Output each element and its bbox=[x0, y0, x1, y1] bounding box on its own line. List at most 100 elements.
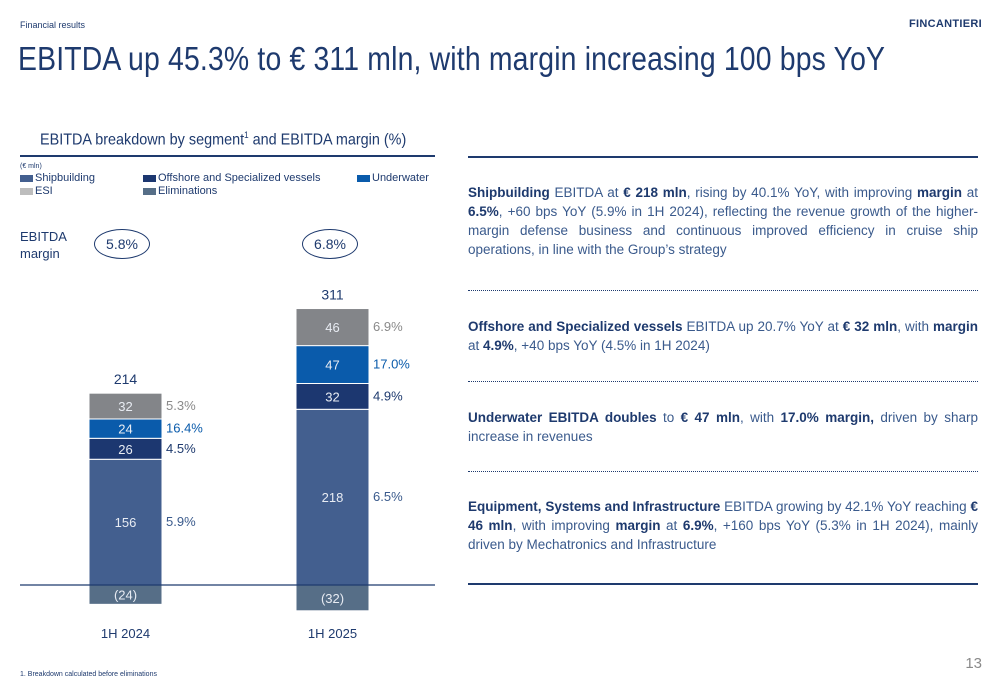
commentary-bottom-rule bbox=[468, 583, 978, 585]
legend-swatch bbox=[143, 187, 156, 195]
highlight-text: Offshore and Specialized vessels bbox=[468, 319, 683, 334]
highlight-text: margin bbox=[932, 319, 978, 334]
segment-margin-label: 16.4% bbox=[166, 421, 203, 436]
commentary-esi: Equipment, Systems and Infrastructure EB… bbox=[468, 497, 978, 554]
legend-label: Underwater bbox=[372, 172, 429, 184]
ebitda-margin-label: EBITDA margin bbox=[20, 228, 80, 262]
commentary-divider bbox=[468, 471, 978, 472]
highlight-text: margin bbox=[615, 518, 661, 533]
segment-margin-label: 17.0% bbox=[373, 357, 410, 372]
bar-total-label: 214 bbox=[114, 371, 138, 387]
legend-label: Eliminations bbox=[158, 185, 218, 197]
segment-margin-label: 6.5% bbox=[373, 489, 403, 504]
highlight-text: Equipment, Systems and Infrastructure bbox=[468, 499, 721, 514]
footnote-marker: 1 bbox=[244, 130, 249, 140]
commentary-offshore: Offshore and Specialized vessels EBITDA … bbox=[468, 317, 978, 355]
body-text: driven by sharp increase in revenues bbox=[468, 410, 978, 444]
body-text: EBITDA at bbox=[549, 185, 624, 200]
body-text: , +40 bps YoY (4.5% in 1H 2024) bbox=[513, 338, 710, 353]
bar-segment-underwater bbox=[295, 345, 370, 385]
segment-margin-label: 5.3% bbox=[166, 398, 196, 413]
legend-item-offshore: Offshore and Specialized vessels bbox=[143, 172, 320, 184]
bar-segment-esi bbox=[88, 392, 163, 420]
highlight-text: 6.9% bbox=[682, 518, 714, 533]
segment-value-label: 156 bbox=[115, 515, 137, 530]
commentary-top-rule bbox=[468, 156, 978, 158]
body-text: at bbox=[961, 185, 978, 200]
commentary-divider bbox=[468, 381, 978, 382]
commentary-divider bbox=[468, 290, 978, 291]
highlight-text: € 32 mln bbox=[842, 319, 898, 334]
highlight-text: € 47 mln bbox=[680, 410, 740, 425]
highlight-text: 4.9% bbox=[483, 338, 514, 353]
margin-label-line1: EBITDA bbox=[20, 229, 67, 244]
body-text: EBITDA up 20.7% YoY at bbox=[682, 319, 843, 334]
legend-swatch bbox=[357, 174, 370, 182]
legend-swatch bbox=[20, 174, 33, 182]
legend-item-eliminations: Eliminations bbox=[143, 185, 217, 197]
body-text: , +60 bps YoY (5.9% in 1H 2024), reflect… bbox=[468, 204, 978, 257]
legend-item-esi: ESI bbox=[20, 185, 53, 197]
segment-value-label: 32 bbox=[118, 399, 132, 414]
highlight-text: 17.0% margin, bbox=[780, 410, 874, 425]
stacked-bar-chart: 156 5.9% 26 4.5% 24 16.4% 32 5.3% (24) 214 1H 2024… bbox=[20, 287, 435, 641]
legend-item-underwater: Underwater bbox=[357, 172, 429, 184]
segment-value-label: 218 bbox=[322, 490, 344, 505]
bar-segment-offshore-and-specialized-vessels bbox=[295, 383, 370, 410]
chart-title-tail: and EBITDA margin (%) bbox=[248, 131, 407, 149]
highlight-text: 6.5% bbox=[468, 204, 499, 219]
highlight-text: Shipbuilding bbox=[468, 185, 550, 200]
body-text: at bbox=[660, 518, 683, 533]
legend-label: Shipbuilding bbox=[35, 172, 95, 184]
margin-label-line2: margin bbox=[20, 246, 60, 261]
legend-label: Offshore and Specialized vessels bbox=[158, 172, 321, 184]
footnote: 1. Breakdown calculated before eliminati… bbox=[20, 671, 157, 678]
margin-oval-1h2024: 5.8% bbox=[94, 229, 150, 259]
segment-value-label: 47 bbox=[325, 358, 339, 373]
segment-margin-label: 4.9% bbox=[373, 388, 403, 403]
legend-swatch bbox=[20, 187, 33, 195]
category-axis-label: 1H 2025 bbox=[308, 626, 357, 641]
category-axis-label: 1H 2024 bbox=[101, 626, 150, 641]
body-text: , with bbox=[897, 319, 933, 334]
chart-title-rule bbox=[20, 155, 435, 157]
bar-segment-shipbuilding bbox=[88, 458, 163, 586]
body-text: at bbox=[468, 338, 484, 353]
segment-margin-label: 5.9% bbox=[166, 514, 196, 529]
highlight-text: margin bbox=[916, 185, 962, 200]
segment-margin-label: 6.9% bbox=[373, 319, 403, 334]
highlight-text: € 46 mln bbox=[468, 499, 978, 533]
segment-value-label: (32) bbox=[321, 591, 344, 606]
bar-total-label: 311 bbox=[321, 287, 344, 303]
page-number: 13 bbox=[965, 655, 982, 672]
chart-title: EBITDA breakdown by segment1 and EBITDA … bbox=[40, 130, 406, 149]
segment-value-label: 26 bbox=[118, 442, 132, 457]
segment-value-label: 32 bbox=[325, 389, 339, 404]
section-label: Financial results bbox=[20, 20, 86, 30]
body-text: , rising by 40.1% YoY, with improving bbox=[686, 185, 917, 200]
margin-oval-1h2025: 6.8% bbox=[302, 229, 358, 259]
segment-margin-label: 4.5% bbox=[166, 441, 196, 456]
page-title: EBITDA up 45.3% to € 311 mln, with margi… bbox=[18, 40, 886, 77]
body-text: , +160 bps YoY (5.3% in 1H 2024), mainly… bbox=[468, 518, 978, 552]
segment-value-label: 46 bbox=[325, 320, 339, 335]
commentary-underwater: Underwater EBITDA doubles to € 47 mln, w… bbox=[468, 408, 978, 446]
highlight-text: Underwater EBITDA doubles bbox=[468, 410, 657, 425]
legend-item-shipbuilding: Shipbuilding bbox=[20, 172, 95, 184]
highlight-text: € 218 mln bbox=[623, 185, 687, 200]
legend-label: ESI bbox=[35, 185, 53, 197]
bar-segment-eliminations bbox=[295, 584, 370, 612]
body-text: to bbox=[656, 410, 681, 425]
bar-segment-shipbuilding bbox=[295, 408, 370, 586]
body-text: , with bbox=[739, 410, 781, 425]
unit-label: (€ mln) bbox=[20, 163, 42, 170]
body-text: , with improving bbox=[512, 518, 616, 533]
legend-swatch bbox=[143, 174, 156, 182]
bar-segment-esi bbox=[295, 308, 370, 347]
commentary-shipbuilding: Shipbuilding EBITDA at € 218 mln, rising… bbox=[468, 183, 978, 259]
body-text: EBITDA growing by 42.1% YoY reaching bbox=[720, 499, 971, 514]
chart-title-main: EBITDA breakdown by segment bbox=[40, 131, 245, 149]
segment-value-label: (24) bbox=[114, 588, 137, 603]
segment-value-label: 24 bbox=[118, 422, 132, 437]
fincantieri-logo: FINCANTIERI bbox=[909, 18, 982, 30]
